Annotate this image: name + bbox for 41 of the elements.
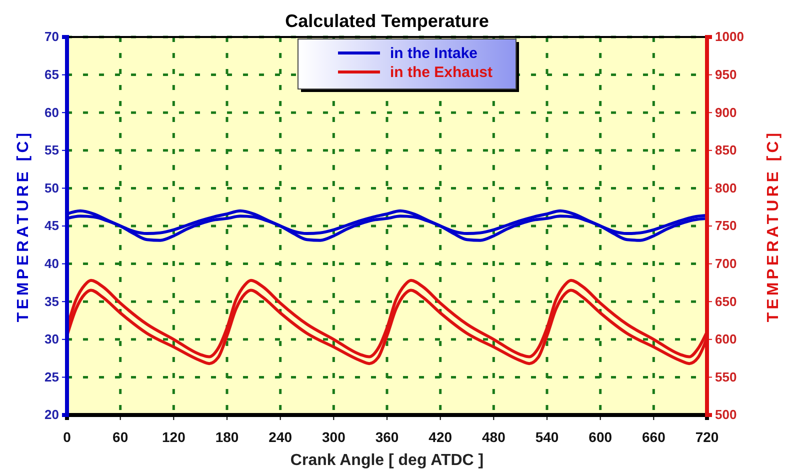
y-tick-label: 20 [44, 407, 59, 422]
x-tick-label: 480 [482, 428, 506, 445]
y2-tick-label: 850 [715, 142, 737, 158]
x-tick-label: 660 [642, 428, 666, 445]
y2-axis-title: TEMPERATURE [C] [765, 130, 782, 322]
y2-tick-label: 750 [715, 218, 737, 234]
y-tick-label: 30 [44, 332, 59, 347]
x-tick-label: 180 [215, 428, 239, 445]
x-tick-label: 120 [162, 428, 186, 445]
x-tick-label: 420 [428, 428, 452, 445]
y2-tick-label: 550 [715, 369, 737, 384]
y2-tick-label: 950 [715, 66, 737, 82]
y2-tick-label: 900 [715, 104, 737, 120]
y-tick-label: 65 [44, 66, 59, 82]
y2-tick-label: 800 [715, 180, 737, 196]
x-tick-label: 720 [695, 428, 719, 445]
x-tick-label: 0 [63, 428, 72, 445]
y-tick-label: 50 [44, 180, 59, 196]
y-tick-label: 35 [44, 294, 59, 309]
y-tick-label: 55 [44, 142, 59, 158]
y2-tick-label: 650 [715, 294, 737, 309]
y2-tick-label: 500 [715, 407, 737, 422]
x-tick-label: 240 [268, 428, 292, 445]
y-tick-label: 45 [44, 218, 59, 234]
y-tick-label: 40 [44, 256, 59, 271]
x-tick-label: 360 [375, 428, 399, 445]
y-axis-title: TEMPERATURE [C] [15, 130, 32, 322]
x-tick-label: 300 [322, 428, 346, 445]
x-tick-label: 600 [588, 428, 612, 445]
legend-label: in the Exhaust [390, 64, 493, 81]
y-tick-label: 70 [44, 29, 59, 44]
y2-tick-label: 700 [715, 256, 737, 271]
x-tick-label: 60 [112, 428, 128, 445]
chart-title: Calculated Temperature [285, 11, 489, 31]
x-tick-label: 540 [535, 428, 559, 445]
y2-tick-label: 600 [715, 332, 737, 347]
legend-label: in the Intake [390, 45, 478, 62]
y-tick-label: 25 [44, 369, 59, 384]
x-axis-title: Crank Angle [ deg ATDC ] [290, 452, 484, 469]
y2-tick-label: 1000 [715, 29, 744, 44]
y-tick-label: 60 [44, 104, 59, 120]
